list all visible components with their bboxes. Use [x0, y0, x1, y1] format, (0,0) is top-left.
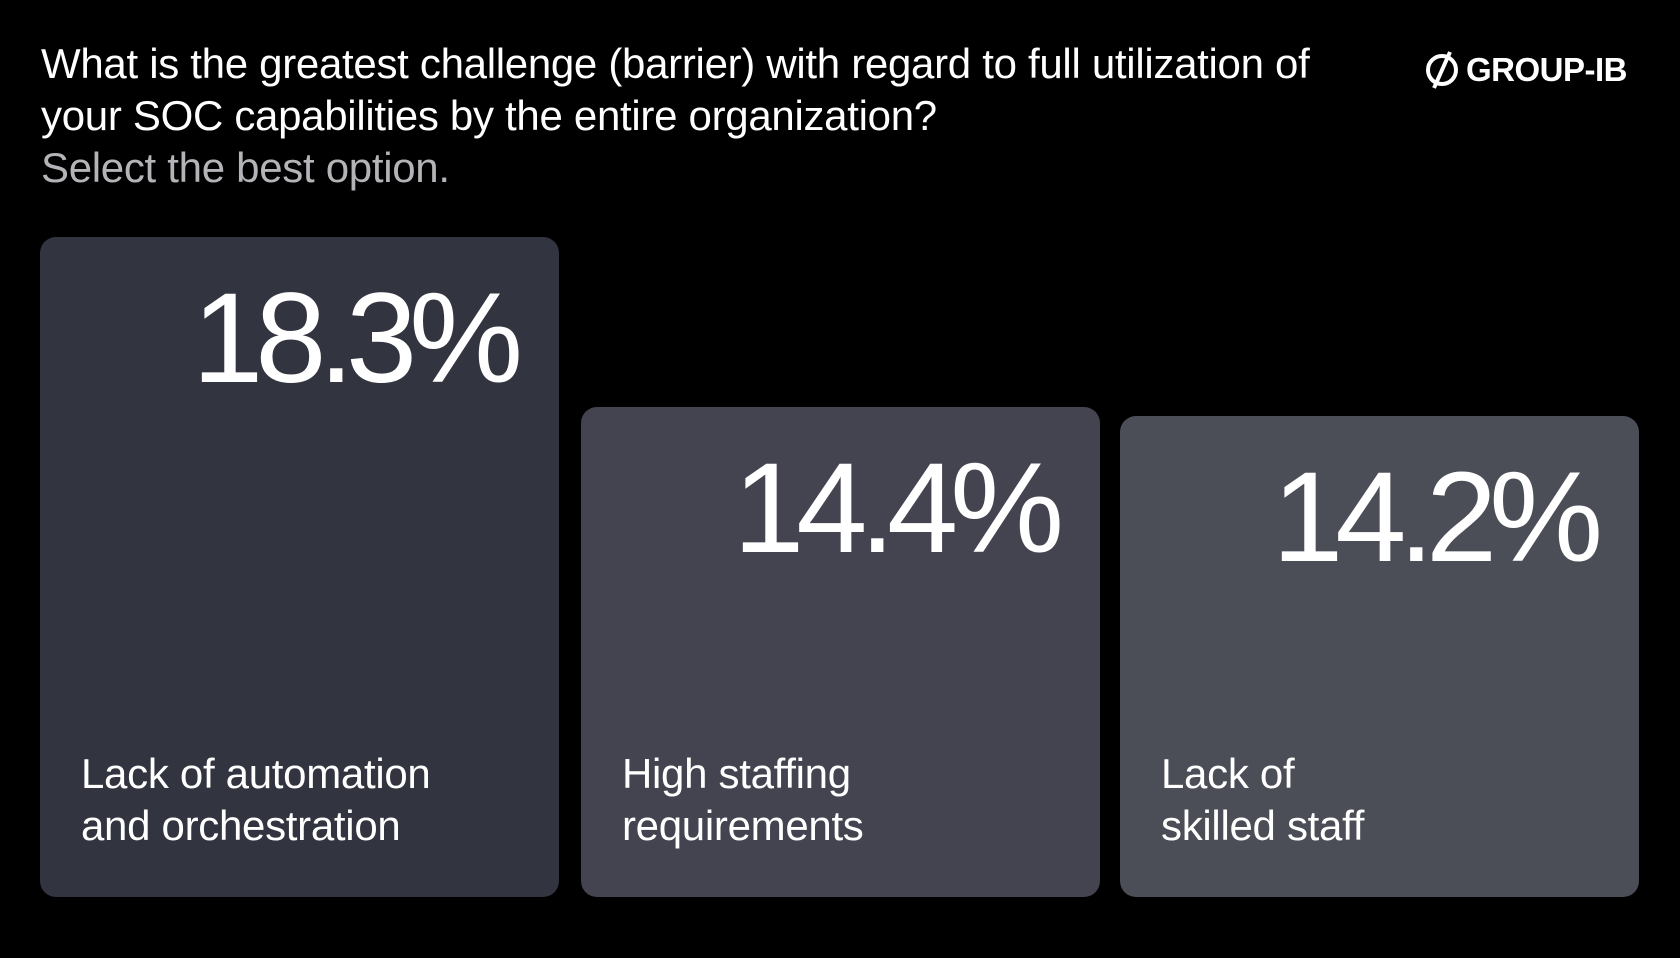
- logo-text: GROUP-IB: [1466, 51, 1628, 88]
- group-ib-logo-icon: [1426, 51, 1458, 89]
- chart-subtitle: Select the best option.: [41, 144, 450, 191]
- bar-value-label: 14.2%: [1272, 445, 1603, 589]
- bar-value-label: 18.3%: [192, 267, 523, 410]
- bar-category-label: High staffing requirements: [622, 750, 864, 849]
- bar-value-label: 14.4%: [733, 437, 1064, 580]
- group-ib-logo: GROUP-IB: [1424, 50, 1628, 90]
- bar: 14.4% High staffing requirements: [581, 407, 1100, 897]
- bar: 18.3% Lack of automation and orchestratio…: [40, 237, 559, 897]
- bar: 14.2% Lack of skilled staff: [1120, 415, 1639, 897]
- chart-title: What is the greatest challenge (barrier)…: [41, 38, 1341, 194]
- bar-category-label: Lack of skilled staff: [1161, 749, 1365, 849]
- question-text: What is the greatest challenge (barrier)…: [41, 40, 1310, 139]
- bar-category-label: Lack of automation and orchestration: [81, 750, 431, 849]
